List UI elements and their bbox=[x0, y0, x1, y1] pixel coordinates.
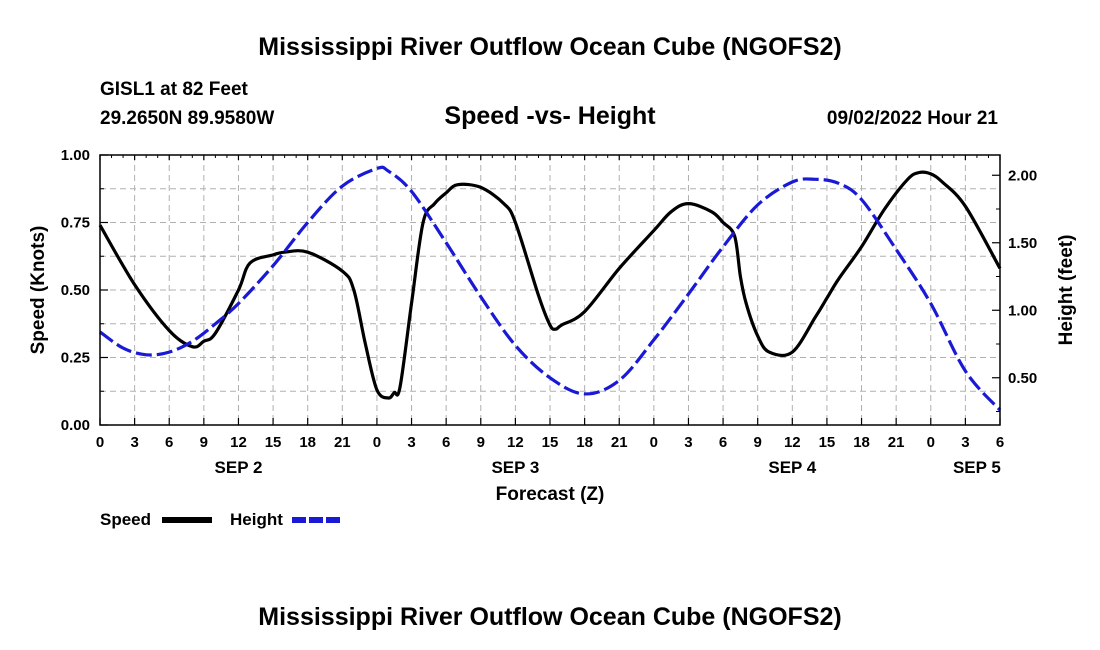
x-tick-label: 12 bbox=[784, 434, 801, 451]
x-tick-label: 15 bbox=[542, 434, 559, 451]
x-tick-label: 9 bbox=[477, 434, 485, 451]
x-tick-label: 21 bbox=[888, 434, 905, 451]
station-label: GISL1 at 82 Feet bbox=[100, 79, 249, 100]
x-tick-label: 21 bbox=[334, 434, 351, 451]
x-tick-label: 3 bbox=[407, 434, 415, 451]
y-tick-label: 0.25 bbox=[61, 350, 90, 367]
y2-tick-label: 1.00 bbox=[1008, 302, 1037, 319]
x-tick-label: 6 bbox=[719, 434, 727, 451]
y-tick-label: 0.50 bbox=[61, 282, 90, 299]
day-label: SEP 2 bbox=[215, 458, 263, 477]
x-tick-label: 15 bbox=[819, 434, 836, 451]
x-tick-label: 0 bbox=[373, 434, 381, 451]
x-tick-label: 18 bbox=[576, 434, 593, 451]
y-axis-title: Speed (Knots) bbox=[28, 226, 49, 355]
x-tick-label: 3 bbox=[130, 434, 138, 451]
x-tick-label: 21 bbox=[611, 434, 628, 451]
x-tick-label: 18 bbox=[853, 434, 870, 451]
x-axis-title: Forecast (Z) bbox=[496, 484, 605, 505]
legend-height-label: Height bbox=[230, 510, 283, 529]
day-label: SEP 3 bbox=[491, 458, 539, 477]
legend-speed-label: Speed bbox=[100, 510, 151, 529]
y2-tick-label: 0.50 bbox=[1008, 370, 1037, 387]
series-lines bbox=[98, 165, 1002, 412]
day-label: SEP 5 bbox=[953, 458, 1001, 477]
x-tick-label: 3 bbox=[684, 434, 692, 451]
grid-lines bbox=[100, 155, 1000, 425]
axis-labels: 0 3 6 9 12 15 18 21 0 3 6 9 12 15 18 21 0 3 6 9 12 15 18 21 0 3 6 S… bbox=[61, 147, 1037, 477]
y2-axis-title: Height (feet) bbox=[1056, 235, 1077, 346]
x-tick-label: 3 bbox=[961, 434, 969, 451]
y2-tick-label: 2.00 bbox=[1008, 167, 1037, 184]
x-tick-label: 0 bbox=[927, 434, 935, 451]
x-tick-label: 6 bbox=[442, 434, 450, 451]
x-tick-label: 0 bbox=[650, 434, 658, 451]
chart-subtitle: Speed -vs- Height bbox=[444, 102, 656, 130]
x-tick-label: 6 bbox=[165, 434, 173, 451]
speed-series-line bbox=[98, 170, 1002, 400]
x-tick-label: 15 bbox=[265, 434, 282, 451]
legend: Speed Height bbox=[100, 510, 342, 529]
forecast-datetime: 09/02/2022 Hour 21 bbox=[827, 108, 999, 129]
x-tick-label: 12 bbox=[230, 434, 247, 451]
x-tick-label: 12 bbox=[507, 434, 524, 451]
x-tick-label: 9 bbox=[200, 434, 208, 451]
day-label: SEP 4 bbox=[768, 458, 816, 477]
height-series-line bbox=[99, 165, 1002, 412]
axis-ticks bbox=[99, 154, 1001, 426]
y2-tick-label: 1.50 bbox=[1008, 235, 1037, 252]
x-tick-label: 0 bbox=[96, 434, 104, 451]
x-tick-label: 18 bbox=[299, 434, 316, 451]
main-title: Mississippi River Outflow Ocean Cube (NG… bbox=[258, 33, 841, 61]
footer-title: Mississippi River Outflow Ocean Cube (NG… bbox=[258, 603, 841, 631]
y-tick-label: 0.00 bbox=[61, 417, 90, 434]
y-tick-label: 1.00 bbox=[61, 147, 90, 164]
coordinates-label: 29.2650N 89.9580W bbox=[100, 108, 274, 129]
x-tick-label: 9 bbox=[754, 434, 762, 451]
x-tick-label: 6 bbox=[996, 434, 1004, 451]
y-tick-label: 0.75 bbox=[61, 215, 90, 232]
